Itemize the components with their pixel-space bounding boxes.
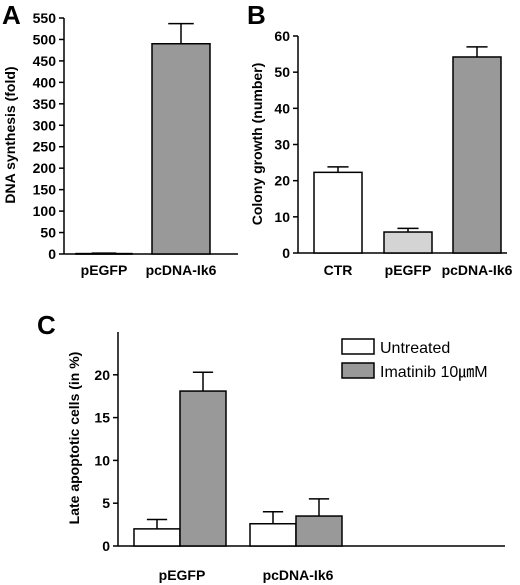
panel-a-ylabel: DNA synthesis (fold) [2, 66, 18, 203]
panel-b-bar [313, 171, 363, 254]
panel-c-bar [179, 390, 227, 547]
panel-b-category-label: pcDNA-Ik6 [442, 262, 513, 278]
panel-letter-b: B [247, 0, 266, 30]
panel-c-ytick-label: 10 [94, 452, 110, 468]
panel-c-bar [133, 528, 181, 547]
panel-a-ytick-label: 500 [33, 31, 57, 47]
panel-a-bar [75, 252, 133, 255]
panel-a-ytick-label: 100 [33, 203, 57, 219]
panel-a-ytick-label: 150 [33, 182, 57, 198]
legend-label-untreated: Untreated [380, 340, 450, 357]
panel-c-legend: Untreated Imatinib 10㎛M [341, 338, 488, 381]
panel-b-ytick-label: 0 [282, 245, 290, 261]
panel-c-category-label: pcDNA-Ik6 [263, 567, 334, 583]
panel-b-ytick-label: 40 [274, 100, 290, 116]
panel-c-ytick-label: 15 [94, 410, 110, 426]
panel-a-ytick-label: 350 [33, 96, 57, 112]
panel-b-plot: 0 10 20 30 40 50 60 CTR pEGFP pcDNA-Ik6 [274, 28, 512, 278]
panel-b-ytick-label: 60 [274, 28, 290, 44]
panel-a-ytick-label: 450 [33, 53, 57, 69]
panel-b-category-label: pEGFP [385, 262, 432, 278]
panel-c-category-label: pEGFP [159, 567, 206, 583]
legend-swatch-untreated [341, 338, 375, 355]
panel-b-ylabel: Colony growth (number) [249, 63, 265, 226]
panel-a-category-label: pEGFP [81, 262, 128, 278]
panel-a-ytick-label: 200 [33, 160, 57, 176]
panel-a-ytick-label: 300 [33, 117, 57, 133]
panel-c-ytick-label: 5 [102, 495, 110, 511]
panel-b-ytick-label: 20 [274, 173, 290, 189]
legend-swatch-imatinib [341, 362, 375, 379]
panel-b-bar [452, 56, 502, 254]
panel-b-bar [383, 231, 433, 254]
panel-a-bar [151, 42, 211, 255]
panel-b-category-label: CTR [324, 262, 353, 278]
panel-c-ylabel: Late apoptotic cells (in %) [66, 352, 82, 525]
panel-b-ytick-label: 10 [274, 209, 290, 225]
panel-b-ytick-label: 30 [274, 137, 290, 153]
panel-c-bar [249, 522, 297, 547]
panel-a-plot: 0 50 100 150 200 250 300 350 400 450 500 550 pEGFP pc… [33, 10, 238, 278]
panel-a-ytick-label: 550 [33, 10, 57, 26]
panel-a-ytick-label: 0 [48, 246, 56, 262]
panel-a-category-label: pcDNA-Ik6 [146, 262, 217, 278]
panel-letter-a: A [2, 0, 21, 30]
panel-c-ytick-label: 20 [94, 367, 110, 383]
legend-label-imatinib: Imatinib 10㎛M [380, 364, 488, 381]
panel-b-ytick-label: 50 [274, 64, 290, 80]
panel-c-ytick-label: 0 [102, 538, 110, 554]
panel-a-ytick-label: 250 [33, 139, 57, 155]
panel-a-ytick-label: 400 [33, 74, 57, 90]
panel-c-bar [295, 515, 343, 547]
panel-letter-c: C [37, 310, 56, 340]
panel-a-ytick-label: 50 [40, 225, 56, 241]
panel-c-plot: 0 5 10 15 20 pEGFP pcDNA-Ik6 [94, 332, 505, 583]
